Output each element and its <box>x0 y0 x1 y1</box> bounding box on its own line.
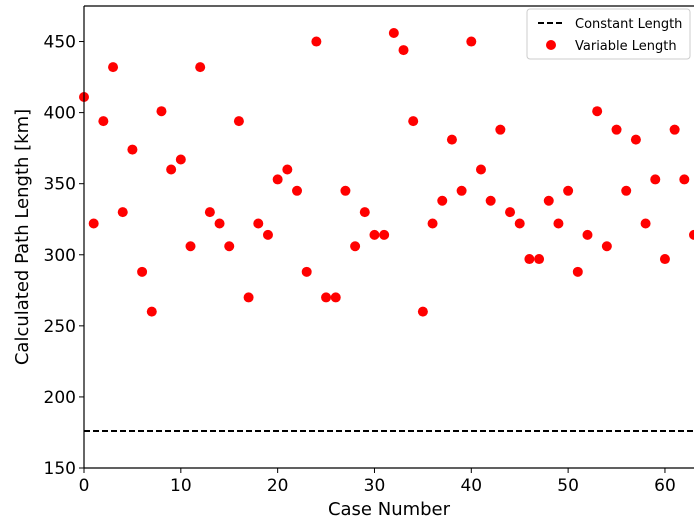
x-tick-label: 30 <box>364 476 386 496</box>
data-point <box>437 195 448 206</box>
data-point <box>233 116 244 127</box>
data-point <box>175 154 186 165</box>
x-tick-label: 10 <box>170 476 192 496</box>
data-point <box>514 218 525 229</box>
data-point <box>311 36 322 47</box>
y-axis-label: Calculated Path Length [km] <box>12 109 33 365</box>
data-point <box>224 241 235 252</box>
data-point <box>253 218 264 229</box>
data-point <box>543 195 554 206</box>
data-point <box>185 241 196 252</box>
data-point <box>108 62 119 73</box>
data-point <box>495 124 506 135</box>
data-point <box>204 207 215 218</box>
data-point <box>572 266 583 277</box>
plot-content <box>79 28 694 433</box>
data-point <box>427 218 438 229</box>
data-point <box>369 229 380 240</box>
x-tick-label: 40 <box>460 476 482 496</box>
data-point <box>630 134 641 145</box>
data-point <box>340 185 351 196</box>
data-point <box>98 116 109 127</box>
data-point <box>156 106 167 117</box>
data-point <box>350 241 361 252</box>
data-point <box>301 266 312 277</box>
data-point <box>621 185 632 196</box>
data-point <box>214 218 225 229</box>
x-tick-label: 20 <box>267 476 289 496</box>
data-point <box>243 292 254 303</box>
data-point <box>611 124 622 135</box>
ticks: 0 10 20 30 40 50 60 150 200 250 300 350 400 450 <box>44 33 676 496</box>
data-point <box>408 116 419 127</box>
legend-dot-marker <box>546 40 556 50</box>
data-point <box>359 207 370 218</box>
legend-label-variable: Variable Length <box>575 39 677 54</box>
data-point <box>146 306 157 317</box>
data-point <box>398 45 409 56</box>
y-tick-label: 200 <box>44 388 76 408</box>
data-point <box>292 185 303 196</box>
data-point <box>456 185 467 196</box>
data-point <box>640 218 651 229</box>
data-point <box>592 106 603 117</box>
data-point <box>669 124 680 135</box>
data-point <box>166 164 177 175</box>
legend: Constant Length Variable Length <box>526 8 691 60</box>
data-point <box>679 174 690 185</box>
data-point <box>88 218 99 229</box>
data-point <box>417 306 428 317</box>
data-point <box>466 36 477 47</box>
data-point <box>137 266 148 277</box>
y-tick-label: 400 <box>44 104 76 124</box>
data-point <box>582 229 593 240</box>
data-point <box>505 207 516 218</box>
data-point <box>117 207 128 218</box>
axes <box>83 5 694 469</box>
data-point <box>388 28 399 39</box>
data-point <box>601 241 612 252</box>
x-tick-label: 60 <box>654 476 676 496</box>
data-point <box>321 292 332 303</box>
data-point <box>262 229 273 240</box>
data-point <box>534 254 545 265</box>
data-point <box>485 195 496 206</box>
data-point <box>282 164 293 175</box>
data-point <box>127 144 138 155</box>
data-point <box>553 218 564 229</box>
data-point <box>659 254 670 265</box>
y-tick-label: 150 <box>44 459 76 479</box>
data-point <box>475 164 486 175</box>
legend-label-constant: Constant Length <box>575 17 682 32</box>
data-point <box>379 229 390 240</box>
y-tick-label: 300 <box>44 246 76 266</box>
plot-area <box>84 6 694 468</box>
x-tick-label: 0 <box>79 476 90 496</box>
data-point <box>446 134 457 145</box>
data-point <box>272 174 283 185</box>
data-point <box>195 62 206 73</box>
data-point <box>563 185 574 196</box>
data-point <box>689 229 694 240</box>
y-tick-label: 350 <box>44 175 76 195</box>
x-axis-label: Case Number <box>328 499 451 520</box>
data-point <box>330 292 341 303</box>
y-tick-label: 250 <box>44 317 76 337</box>
data-point <box>650 174 661 185</box>
x-tick-label: 50 <box>557 476 579 496</box>
legend-box <box>526 8 691 60</box>
data-point <box>524 254 535 265</box>
y-tick-label: 450 <box>44 33 76 53</box>
